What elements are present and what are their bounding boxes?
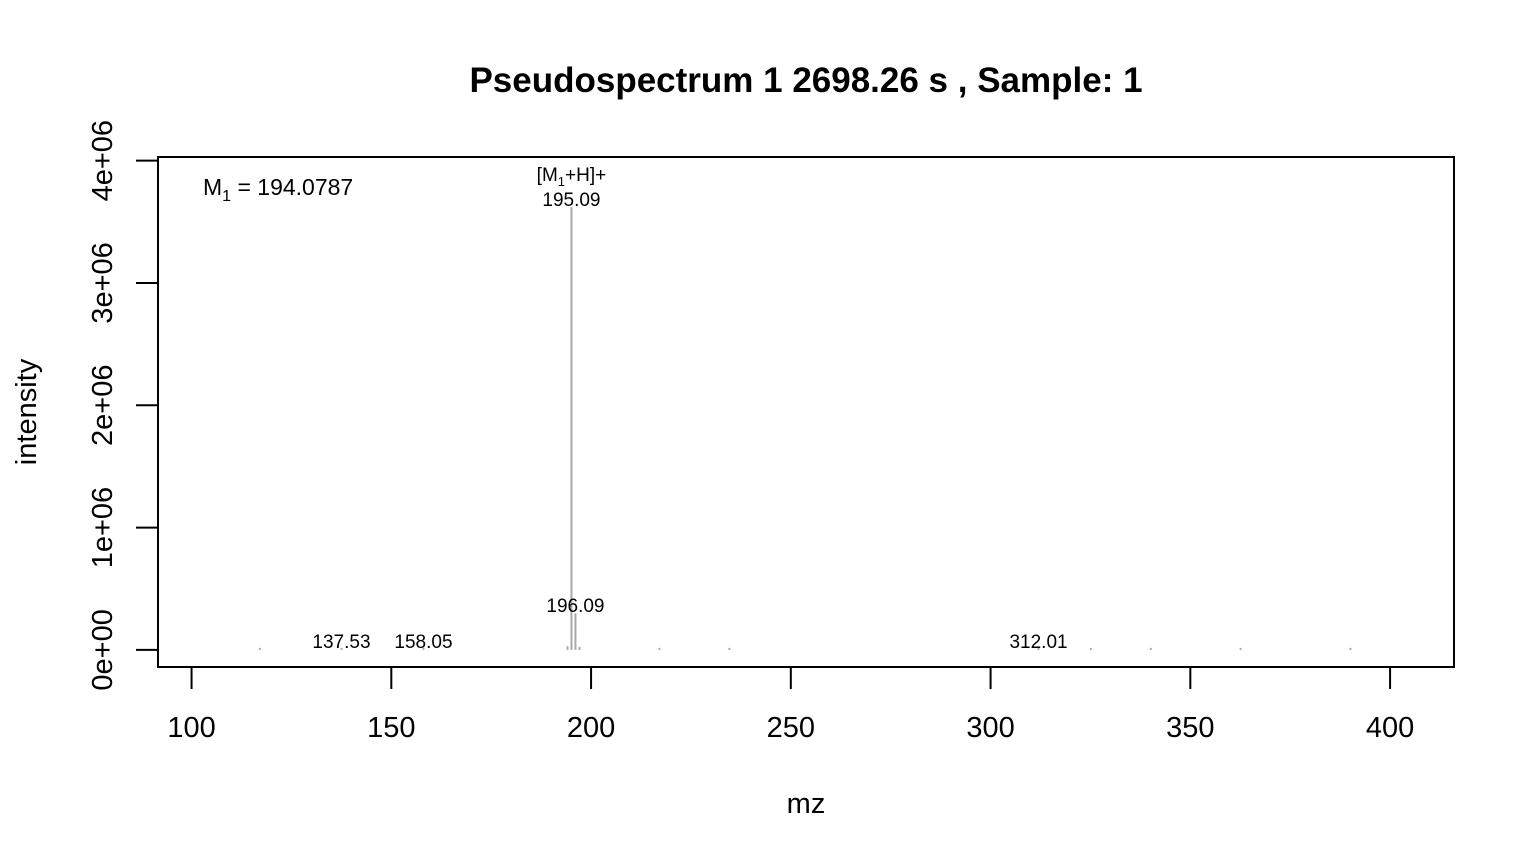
y-axis-label: intensity xyxy=(11,358,43,465)
x-tick-label: 200 xyxy=(567,712,615,744)
peak-label: 312.01 xyxy=(1009,632,1067,653)
y-axis: 0e+00 1e+06 2e+06 3e+06 4e+06 xyxy=(87,120,159,691)
x-axis-label: mz xyxy=(787,788,826,820)
adduct-suffix: +H]+ xyxy=(565,165,606,186)
plot-frame xyxy=(157,156,1455,668)
x-tick-label: 250 xyxy=(767,712,815,744)
y-tick-label: 2e+06 xyxy=(87,365,119,446)
x-tick-label: 300 xyxy=(966,712,1014,744)
x-tick-label: 100 xyxy=(167,712,215,744)
peak-label: 158.05 xyxy=(394,632,452,653)
peak-label: 195.09 xyxy=(542,190,600,211)
y-tick-label: 0e+00 xyxy=(87,609,119,690)
chart-title: Pseudospectrum 1 2698.26 s , Sample: 1 xyxy=(469,61,1142,100)
mass-annotation: M1 = 194.0787 xyxy=(203,174,353,205)
peak-bars xyxy=(258,207,1352,650)
mass-symbol: M xyxy=(203,174,222,200)
x-tick-label: 150 xyxy=(367,712,415,744)
y-tick-label: 3e+06 xyxy=(87,242,119,323)
adduct-label: [M1+H]+ xyxy=(537,165,607,189)
y-tick-label: 1e+06 xyxy=(87,487,119,568)
x-axis: 100 150 200 250 300 350 400 xyxy=(167,666,1414,744)
x-tick-label: 400 xyxy=(1366,712,1414,744)
x-tick-label: 350 xyxy=(1166,712,1214,744)
adduct-subscript: 1 xyxy=(558,174,565,189)
y-tick-label: 4e+06 xyxy=(87,120,119,201)
peak-label: 196.09 xyxy=(546,596,604,617)
adduct-prefix: [M xyxy=(537,165,558,186)
peak-label: 137.53 xyxy=(312,632,370,653)
mass-subscript: 1 xyxy=(222,188,231,205)
mass-value: = 194.0787 xyxy=(231,174,353,200)
